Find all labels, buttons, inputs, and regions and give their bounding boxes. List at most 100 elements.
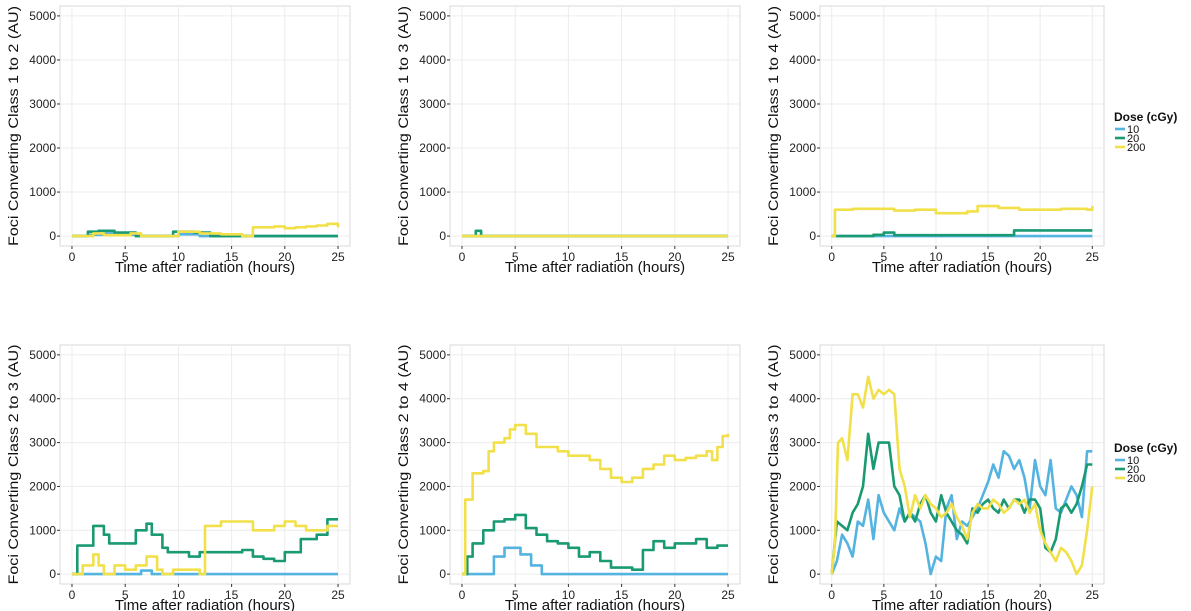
legend-label-dose-10: 10 [1127, 455, 1139, 467]
y-tick-label: 0 [809, 567, 816, 581]
x-tick-label: 5 [880, 588, 887, 602]
x-tick-label: 20 [1033, 588, 1047, 602]
series-line-dose-10 [72, 569, 338, 576]
y-axis-title: Foci Converting Class 1 to 3 (AU) [395, 6, 411, 246]
x-tick-label: 5 [880, 250, 887, 264]
x-axis-title: Time after radiation (hours) [872, 597, 1052, 611]
series-line-dose-10 [462, 546, 728, 576]
x-tick-label: 10 [562, 588, 576, 602]
y-tick-label: 5000 [789, 348, 816, 362]
y-tick-label: 2000 [29, 479, 56, 493]
y-tick-label: 2000 [29, 141, 56, 155]
y-tick-label: 0 [809, 229, 816, 243]
panel-6: 0 5 10 15 20 25 0 1000 2000 3000 4000 5000 Time afte… [765, 344, 1105, 611]
y-axis-title: Foci Converting Class 2 to 4 (AU) [395, 345, 411, 585]
x-tick-label: 0 [828, 250, 835, 264]
panel-1: 0 5 10 15 20 25 0 1000 2000 3000 4000 5000 Time afte… [5, 5, 351, 276]
series-line-dose-200 [830, 375, 1094, 576]
y-tick-label: 0 [439, 567, 446, 581]
y-tick-label: 5000 [419, 9, 446, 23]
y-tick-label: 2000 [419, 141, 446, 155]
y-tick-label: 4000 [789, 392, 816, 406]
x-tick-label: 0 [459, 588, 466, 602]
x-tick-label: 25 [1086, 588, 1100, 602]
y-tick-label: 1000 [29, 185, 56, 199]
y-tick-label: 1000 [419, 523, 446, 537]
x-tick-label: 20 [278, 588, 292, 602]
x-tick-label: 10 [929, 588, 943, 602]
y-tick-label: 1000 [419, 185, 446, 199]
x-tick-label: 25 [721, 250, 735, 264]
legend-label-dose-200: 200 [1127, 142, 1145, 154]
x-tick-label: 15 [981, 250, 995, 264]
x-tick-label: 10 [929, 250, 943, 264]
x-tick-label: 25 [331, 250, 345, 264]
y-tick-label: 3000 [29, 97, 56, 111]
x-axis-title: Time after radiation (hours) [505, 259, 685, 276]
series-line-dose-20 [462, 513, 728, 576]
y-tick-label: 4000 [789, 53, 816, 67]
y-axis-title: Foci Converting Class 3 to 4 (AU) [765, 345, 781, 585]
x-tick-label: 20 [668, 250, 682, 264]
panel-5: 0 5 10 15 20 25 0 1000 2000 3000 4000 5000 Time afte… [395, 344, 741, 611]
grid [820, 6, 1104, 246]
panel-4: 0 5 10 15 20 25 0 1000 2000 3000 4000 5000 Time afte… [5, 344, 351, 611]
y-tick-label: 1000 [789, 185, 816, 199]
y-tick-label: 5000 [789, 9, 816, 23]
panel-border [449, 5, 741, 247]
x-tick-label: 15 [981, 588, 995, 602]
series-line-dose-20 [72, 518, 338, 576]
y-tick-label: 4000 [29, 392, 56, 406]
y-tick-label: 4000 [419, 53, 446, 67]
y-axis-title: Foci Converting Class 2 to 3 (AU) [5, 345, 21, 585]
y-tick-label: 1000 [29, 523, 56, 537]
series-line-dose-200 [462, 423, 730, 576]
y-tick-label: 3000 [419, 97, 446, 111]
x-tick-label: 25 [331, 588, 345, 602]
y-tick-label: 5000 [29, 9, 56, 23]
y-tick-label: 5000 [29, 348, 56, 362]
panel-border [449, 344, 741, 585]
x-tick-label: 0 [459, 250, 466, 264]
y-tick-label: 3000 [419, 436, 446, 450]
x-tick-label: 25 [1086, 250, 1100, 264]
panel-2: 0 5 10 15 20 25 0 1000 2000 3000 4000 5000 Time afte… [395, 5, 741, 276]
y-tick-label: 3000 [29, 436, 56, 450]
legend-label-dose-20: 20 [1127, 464, 1139, 476]
y-tick-label: 2000 [789, 141, 816, 155]
y-tick-label: 2000 [419, 479, 446, 493]
y-tick-label: 4000 [29, 53, 56, 67]
x-axis-title: Time after radiation (hours) [505, 597, 685, 611]
series-line-dose-10 [830, 450, 1093, 576]
y-tick-label: 0 [439, 229, 446, 243]
y-tick-label: 0 [49, 567, 56, 581]
legend-label-dose-10: 10 [1127, 124, 1139, 136]
y-axis-title: Foci Converting Class 1 to 2 (AU) [5, 6, 21, 246]
y-tick-label: 4000 [419, 392, 446, 406]
x-tick-label: 10 [172, 588, 186, 602]
legend-label-dose-200: 200 [1127, 473, 1145, 485]
x-tick-label: 0 [828, 588, 835, 602]
legend-title: Dose (cGy) [1114, 110, 1177, 124]
x-tick-label: 15 [225, 588, 239, 602]
x-tick-label: 15 [225, 250, 239, 264]
x-tick-label: 0 [69, 250, 76, 264]
x-axis-title: Time after radiation (hours) [872, 259, 1052, 276]
x-tick-label: 5 [122, 250, 129, 264]
series-line-dose-200 [831, 204, 1094, 238]
x-axis-title: Time after radiation (hours) [115, 597, 295, 611]
x-tick-label: 15 [615, 250, 629, 264]
panel-border [819, 5, 1105, 247]
y-tick-label: 3000 [789, 436, 816, 450]
x-tick-label: 20 [668, 588, 682, 602]
y-tick-label: 0 [49, 229, 56, 243]
y-tick-label: 3000 [789, 97, 816, 111]
panel-border [59, 5, 351, 247]
x-tick-label: 5 [512, 250, 519, 264]
legend-title: Dose (cGy) [1114, 441, 1177, 455]
panel-3: 0 5 10 15 20 25 0 1000 2000 3000 4000 5000 Time afte… [765, 5, 1105, 276]
series-line-dose-20 [831, 229, 1093, 238]
